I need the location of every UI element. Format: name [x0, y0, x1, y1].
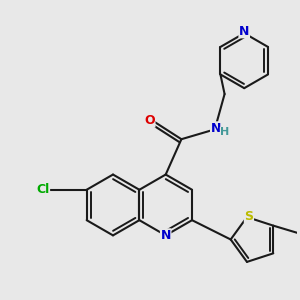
Text: N: N	[239, 25, 249, 38]
Text: N: N	[211, 122, 221, 135]
Text: O: O	[144, 114, 155, 127]
Text: H: H	[220, 127, 230, 137]
Text: N: N	[160, 229, 171, 242]
Text: S: S	[244, 210, 253, 223]
Text: Cl: Cl	[36, 183, 50, 196]
